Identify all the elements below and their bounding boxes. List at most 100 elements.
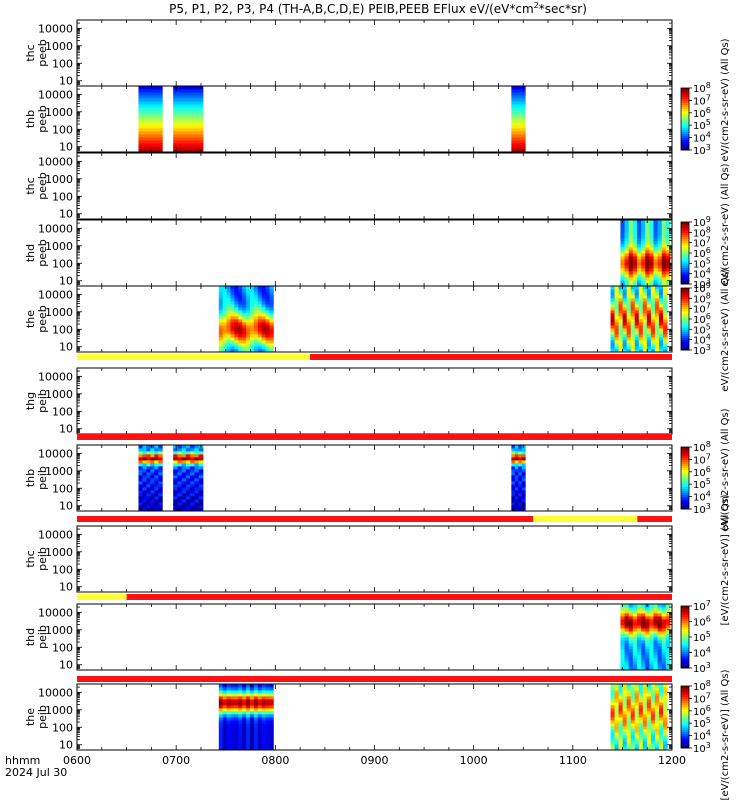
spectrogram-cell [158,122,163,126]
spectrogram-cell [649,661,654,665]
colorbar-segment [681,232,689,235]
colorbar-segment [681,486,689,489]
spectrogram-cell [620,235,625,239]
spectrogram-cell [654,286,660,290]
spectrogram-cell [661,613,667,617]
spectrogram-cell [257,735,263,739]
spectrogram-cell [146,502,151,506]
spectrogram-cell [249,696,255,700]
spectrogram-cell [269,711,274,715]
spectrogram-cell [234,289,239,293]
spectrogram-cell [636,646,642,650]
spectrogram-cell [642,289,648,293]
spectrogram-cell [658,699,664,703]
spectrogram-cell [218,325,224,329]
spectrogram-cell [661,604,667,608]
spectrogram-cell [150,460,155,464]
spectrogram-cell [634,340,640,344]
spectrogram-cell [658,735,664,739]
y-tick-label: 1000 [45,546,73,559]
spectrogram-cell [642,696,648,700]
spectrogram-cell [265,331,270,335]
spectrogram-cell [177,496,183,500]
spectrogram-cell [654,319,660,323]
spectrogram-cell [269,717,274,721]
spectrogram-cell [198,448,204,452]
spectrogram-cell [514,499,519,503]
spectrogram-cell [618,699,624,703]
spectrogram-cell [654,711,660,715]
colorbar-segment [681,273,689,277]
spectrogram-cell [632,637,638,641]
spectrogram-cell [181,128,187,132]
spectrogram-cell [246,726,251,730]
spectrogram-cell [661,667,667,671]
spectrogram-cell [246,340,251,344]
spectrogram-cell [620,616,625,620]
spectrogram-cell [246,729,251,733]
spectrogram-cell [138,143,143,147]
spectrogram-cell [185,469,191,473]
spectrogram-cell [514,119,519,123]
colorbar-tick-label: 106 [693,312,711,326]
spectrogram-cell [194,496,200,500]
spectrogram-cell [142,499,147,503]
spectrogram-cell [622,696,628,700]
spectrogram-cell [654,307,660,311]
spectrogram-cell [630,316,636,320]
colorbar-segment [681,494,689,498]
spectrogram-cell [618,741,624,745]
spectrogram-cell [661,664,667,668]
spectrogram-cell [610,741,615,745]
spectrogram-cell [514,110,519,114]
spectrogram-block [620,220,671,287]
spectrogram-cell [218,717,224,721]
spectrogram-cell [238,717,243,721]
spectrogram-cell [257,343,263,347]
panel-frame [76,285,673,353]
colorbar-segment [681,490,689,493]
spectrogram-cell [154,107,159,111]
spectrogram-cell [632,625,638,629]
spectrogram-cell [665,637,671,641]
spectrogram-cell [222,699,227,703]
spectrogram-cell [234,331,239,335]
spectrogram-cell [218,286,224,290]
spectrogram-cell [177,104,183,108]
spectrogram-cell [261,747,266,751]
spectrogram-cell [177,499,183,503]
spectrogram-cell [230,690,235,694]
spectrogram-cell [226,705,231,709]
spectrogram-cell [158,445,163,449]
spectrogram-cell [514,502,519,506]
spectrogram-cell [142,475,147,479]
spectrogram-cell [663,684,668,688]
spectrogram-cell [518,92,523,96]
spectrogram-cell [634,331,640,335]
spectrogram-cell [238,319,243,323]
spectrogram-cell [658,705,664,709]
spectrogram-cell [265,304,270,308]
spectrogram-cell [514,508,519,512]
panel-frame [76,85,673,153]
spectrogram-cell [649,277,654,281]
spectrogram-cell [624,604,630,608]
spectrogram-cell [634,696,640,700]
spectrogram-cell [636,247,642,251]
spectrogram-cell [650,319,656,323]
spectrogram-cell [257,744,263,748]
spectrogram-cell [657,622,663,626]
spectrogram-cell [181,463,187,467]
colorbar-segment [681,236,689,240]
spectrogram-cell [142,487,147,491]
spectrogram-cell [238,696,243,700]
spectrogram-cell [624,661,630,665]
spectrogram-cell [218,307,224,311]
y-tick-label: 10000 [38,370,73,383]
spectrogram-cell [634,708,640,712]
spectrogram-cell [630,298,636,302]
spectrogram-cell [622,747,628,751]
spectrogram-cell [624,655,630,659]
spectrogram-cell [177,149,183,153]
spectrogram-cell [173,508,178,512]
